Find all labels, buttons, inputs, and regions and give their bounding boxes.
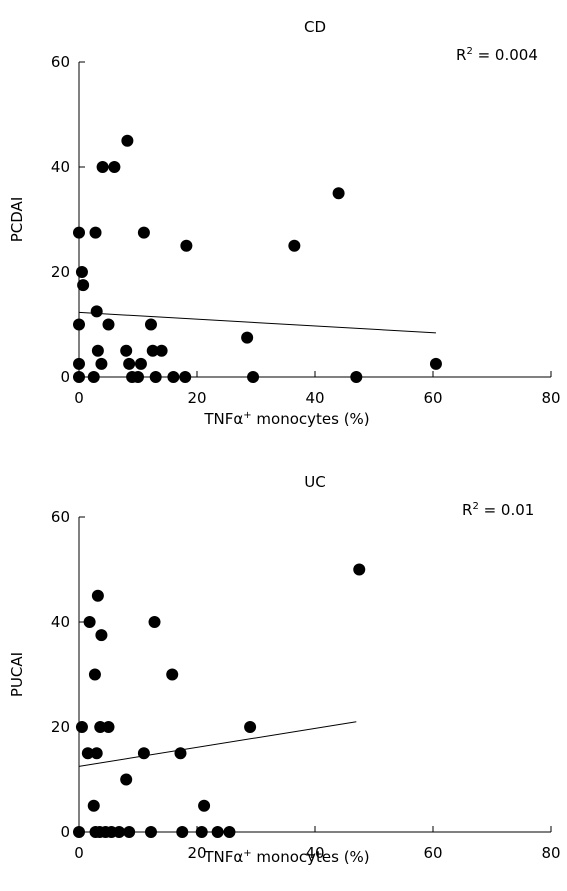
data-point <box>83 616 96 628</box>
uc-scatter-panel: UC 0 20 40 60 0 20 40 60 80 PUCAI TNFα+ monocytes (… <box>8 473 561 866</box>
data-point <box>96 161 109 173</box>
data-point <box>195 826 208 838</box>
data-point <box>123 826 136 838</box>
data-point <box>176 826 189 838</box>
data-point <box>81 747 94 760</box>
data-point <box>120 344 133 357</box>
x-tick-label: 80 <box>541 389 560 407</box>
data-point <box>180 239 193 252</box>
data-point <box>429 357 442 370</box>
y-tick-label: 20 <box>51 718 70 736</box>
chart-title: UC <box>304 473 325 491</box>
data-point <box>166 668 179 681</box>
data-point <box>137 747 150 760</box>
x-tick-label: 40 <box>305 389 324 407</box>
cd-scatter-panel: CD 0 20 40 60 0 20 40 60 80 PCDAI TNFα+ monocytes (… <box>8 18 561 428</box>
trend-line <box>78 311 436 334</box>
r-squared-annotation: R2 = 0.01 <box>462 501 534 519</box>
y-tick-label: 60 <box>51 53 70 71</box>
y-tick-label: 40 <box>51 158 70 176</box>
data-point <box>244 721 257 733</box>
data-point <box>90 305 103 318</box>
data-point <box>102 721 115 733</box>
trend-line <box>78 721 357 767</box>
data-point <box>132 371 144 383</box>
y-tick-label: 20 <box>51 263 70 281</box>
r-squared-annotation: R2 = 0.004 <box>456 46 538 64</box>
data-point <box>120 773 133 786</box>
data-point <box>73 371 85 383</box>
data-point <box>174 747 187 760</box>
data-point <box>95 629 108 642</box>
data-point <box>77 279 90 292</box>
data-point <box>350 371 363 383</box>
x-tick-label: 60 <box>423 389 442 407</box>
data-point <box>73 226 85 239</box>
y-tick-label: 60 <box>51 508 70 526</box>
x-tick-label: 40 <box>305 844 324 862</box>
data-point <box>94 721 107 733</box>
data-point <box>167 371 180 383</box>
data-point <box>137 226 150 239</box>
data-point <box>87 799 100 812</box>
data-point <box>73 357 85 370</box>
data-point <box>91 589 104 602</box>
data-point <box>332 187 345 200</box>
data-point <box>88 668 101 681</box>
data-point <box>73 826 85 838</box>
data-point <box>89 226 102 239</box>
data-point <box>247 371 260 383</box>
data-point <box>155 344 168 357</box>
y-tick-label: 0 <box>60 823 70 841</box>
data-point <box>144 826 157 838</box>
data-point <box>95 357 108 370</box>
data-point <box>75 266 88 278</box>
data-point <box>146 344 159 357</box>
y-tick-label: 0 <box>60 368 70 386</box>
x-tick-label: 0 <box>74 844 84 862</box>
data-point <box>87 371 100 383</box>
y-axis-label: PUCAI <box>8 652 26 697</box>
data-point <box>148 616 161 628</box>
data-point <box>121 134 134 147</box>
x-axis-label: TNFα+ monocytes (%) <box>203 848 369 866</box>
data-point <box>123 357 136 370</box>
y-axis-label: PCDAI <box>8 197 26 243</box>
data-point <box>179 371 192 383</box>
data-point <box>223 826 236 838</box>
x-tick-label: 60 <box>423 844 442 862</box>
data-point <box>134 357 147 370</box>
data-point <box>288 239 301 252</box>
data-point <box>73 318 85 331</box>
data-point <box>144 318 157 331</box>
y-tick-label: 40 <box>51 613 70 631</box>
data-point <box>353 563 366 576</box>
data-point <box>91 344 104 357</box>
chart-title: CD <box>304 18 326 36</box>
data-point <box>90 747 103 760</box>
data-point <box>108 161 121 173</box>
x-axis-label: TNFα+ monocytes (%) <box>203 410 369 428</box>
data-point <box>102 318 115 331</box>
data-point <box>241 331 254 344</box>
x-tick-label: 0 <box>74 389 84 407</box>
x-tick-label: 20 <box>187 844 206 862</box>
data-point <box>149 371 162 383</box>
data-point <box>75 721 88 733</box>
data-point <box>113 826 126 838</box>
x-tick-label: 80 <box>541 844 560 862</box>
data-point <box>211 826 224 838</box>
x-tick-label: 20 <box>187 389 206 407</box>
data-point <box>198 799 211 812</box>
